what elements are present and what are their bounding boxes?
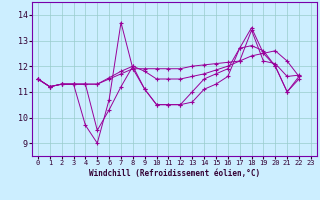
X-axis label: Windchill (Refroidissement éolien,°C): Windchill (Refroidissement éolien,°C) [89, 169, 260, 178]
